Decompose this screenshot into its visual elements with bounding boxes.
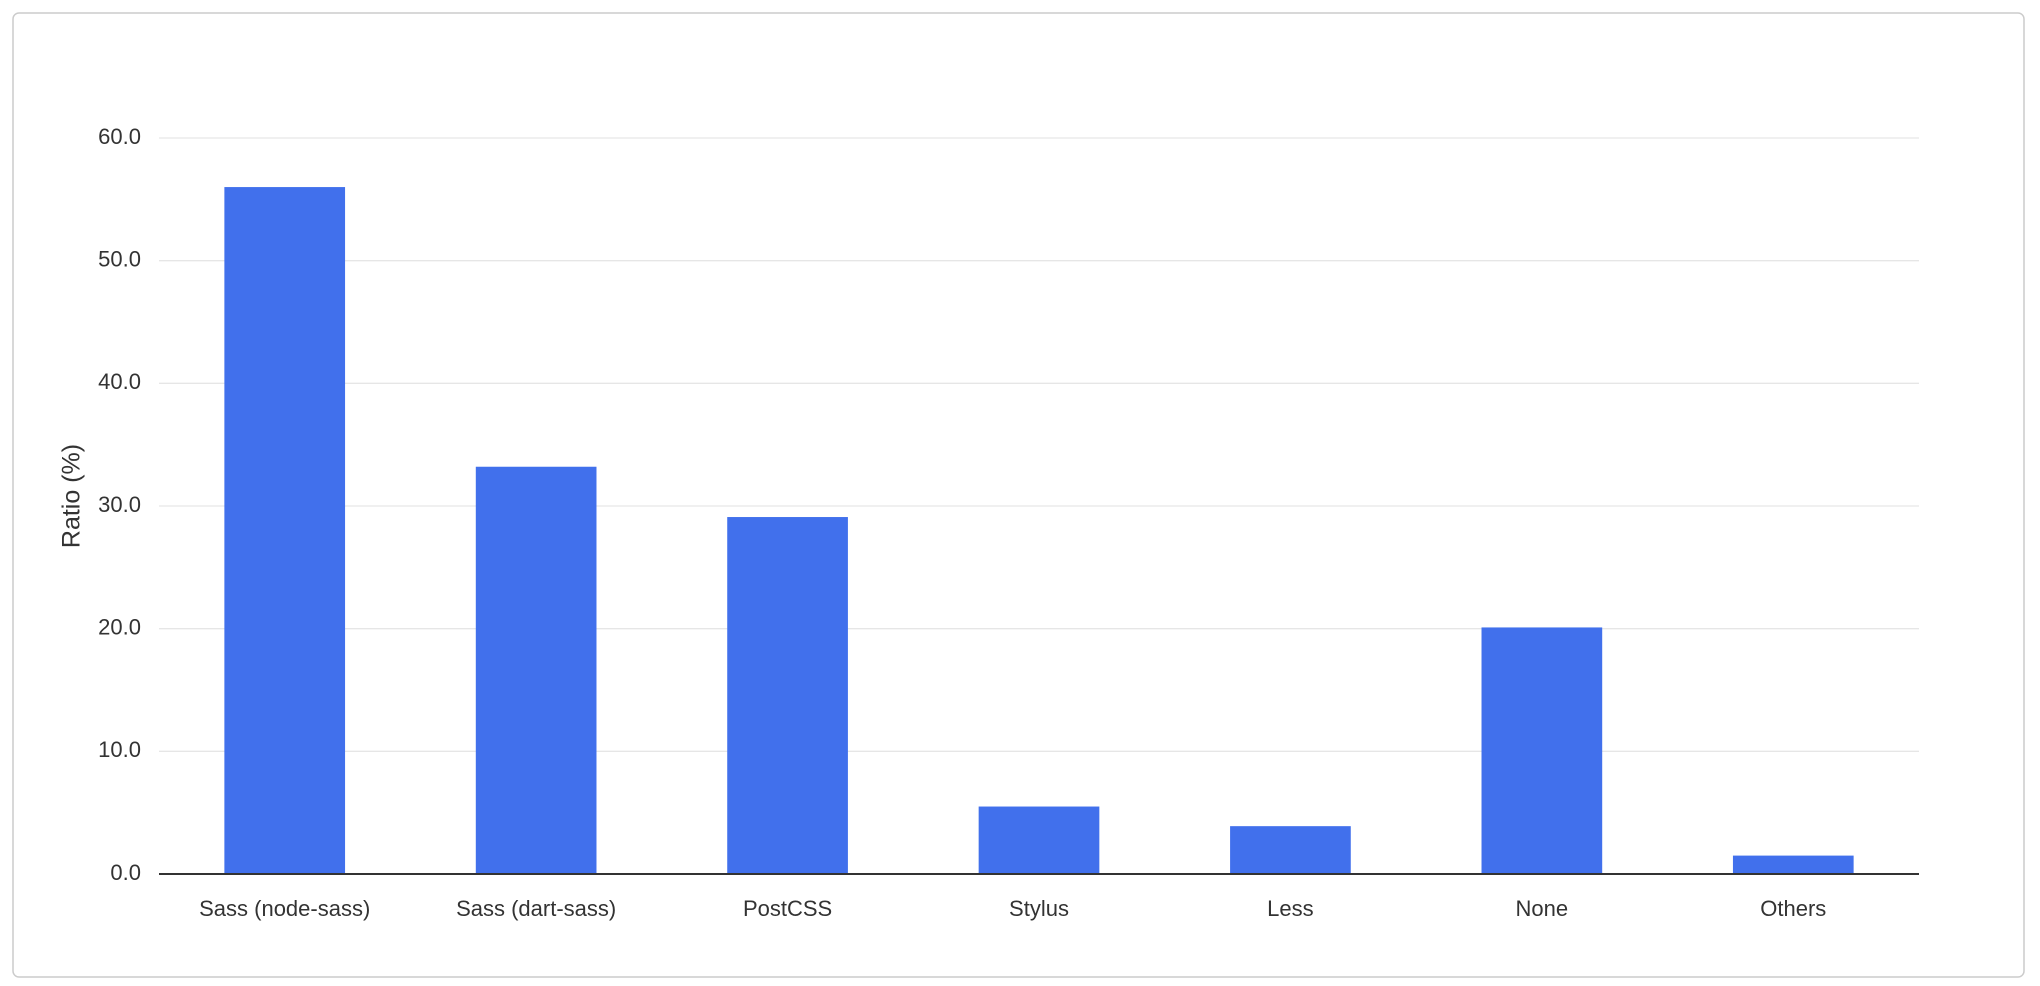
y-tick-label: 40.0 <box>98 369 141 394</box>
x-tick-label: Sass (dart-sass) <box>456 896 616 921</box>
bar <box>978 806 1100 874</box>
x-tick-label: Others <box>1760 896 1826 921</box>
y-axis-label: Ratio (%) <box>58 444 86 548</box>
x-tick-label: Stylus <box>1009 896 1069 921</box>
bar <box>475 466 597 874</box>
bar <box>224 187 346 875</box>
y-tick-label: 10.0 <box>98 737 141 762</box>
x-tick-label: Less <box>1267 896 1313 921</box>
x-tick-label: Sass (node-sass) <box>199 896 370 921</box>
bar <box>1230 826 1351 874</box>
bar <box>1481 627 1603 874</box>
y-tick-label: 0.0 <box>110 860 141 885</box>
y-tick-label: 30.0 <box>98 492 141 517</box>
bar <box>727 517 848 874</box>
x-tick-label: PostCSS <box>743 896 832 921</box>
y-tick-label: 50.0 <box>98 246 141 271</box>
x-tick-label: None <box>1516 896 1569 921</box>
y-tick-label: 60.0 <box>98 124 141 149</box>
bar <box>1732 855 1854 874</box>
y-tick-label: 20.0 <box>98 614 141 639</box>
